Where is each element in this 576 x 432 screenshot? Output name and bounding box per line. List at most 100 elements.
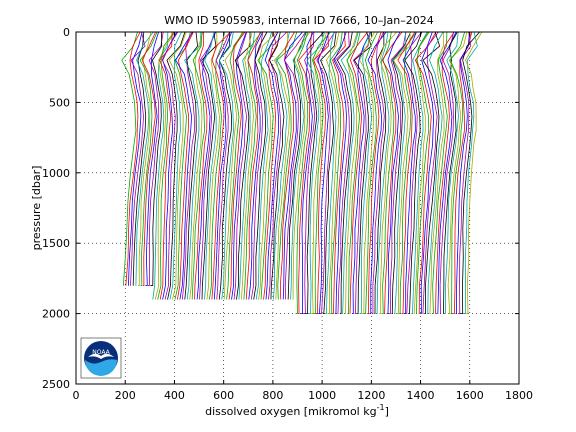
oxygen-profile-line <box>121 31 138 286</box>
x-tick-label: 1200 <box>357 389 385 402</box>
oxygen-profile-line <box>135 31 154 286</box>
x-axis-label-prefix: dissolved oxygen [mikromol kg <box>205 405 376 418</box>
oxygen-profile-line <box>449 31 466 314</box>
oxygen-profile-line <box>208 31 225 300</box>
oxygen-profile-line <box>332 31 346 314</box>
oxygen-profile-line <box>234 31 251 300</box>
oxygen-profile-line <box>276 31 298 300</box>
oxygen-profile-line <box>263 31 277 300</box>
x-tick-label: 600 <box>213 389 234 402</box>
oxygen-profile-line <box>305 31 325 314</box>
oxygen-profile-line <box>218 31 234 300</box>
y-tick-label: 500 <box>49 96 70 109</box>
x-axis-label: dissolved oxygen [mikromol kg-1] <box>205 403 389 418</box>
oxygen-profile-line <box>445 31 459 314</box>
oxygen-profile-line <box>189 31 204 300</box>
oxygen-profile-line <box>177 31 194 300</box>
chart-title: WMO ID 5905983, internal ID 7666, 10–Jan… <box>164 14 434 27</box>
oxygen-profile-line <box>125 31 141 286</box>
oxygen-profile-line <box>359 31 375 314</box>
oxygen-profile-line <box>376 31 390 314</box>
oxygen-profile-line <box>333 31 347 314</box>
oxygen-profile-line <box>413 31 430 314</box>
oxygen-profile-line <box>320 31 337 314</box>
oxygen-profile-line <box>340 31 359 314</box>
x-tick-label: 1800 <box>505 389 533 402</box>
oxygen-profile-line <box>306 31 325 314</box>
oxygen-profile-line <box>255 31 273 300</box>
oxygen-profile-line <box>325 31 337 314</box>
oxygen-profile-line <box>257 31 279 300</box>
oxygen-profile-line <box>196 31 217 300</box>
oxygen-profile-line <box>367 31 387 314</box>
y-tick-label: 1000 <box>42 167 70 180</box>
x-tick-label: 1400 <box>407 389 435 402</box>
oxygen-profile-line <box>154 31 176 300</box>
profiles <box>121 31 483 314</box>
oxygen-profile-line <box>169 31 182 300</box>
oxygen-profile-line <box>460 31 480 314</box>
x-tick-label: 1000 <box>308 389 336 402</box>
x-axis-label-suffix: ] <box>385 405 389 418</box>
oxygen-profile-line <box>432 31 448 314</box>
oxygen-profile-line <box>130 31 146 286</box>
oxygen-profile-line <box>194 31 208 300</box>
oxygen-profile-line <box>402 31 417 314</box>
oxygen-profile-line <box>414 31 437 314</box>
x-axis-label-superscript: -1 <box>377 403 385 412</box>
oxygen-profile-line <box>159 31 173 300</box>
oxygen-profile-line <box>398 31 417 314</box>
oxygen-profile-line <box>295 31 309 314</box>
oxygen-profile-line <box>420 31 435 314</box>
oxygen-profile-line <box>334 31 350 314</box>
oxygen-profile-line <box>141 31 156 286</box>
oxygen-profile-line <box>447 31 468 314</box>
oxygen-profile-line <box>233 31 248 300</box>
x-tick-label: 200 <box>115 389 136 402</box>
oxygen-profile-line <box>245 31 261 300</box>
oxygen-profile-line <box>435 31 455 314</box>
oxygen-profile-line <box>381 31 403 314</box>
oxygen-profile-line <box>437 31 457 314</box>
oxygen-profile-line <box>386 31 401 314</box>
oxygen-profile-line <box>313 31 329 314</box>
oxygen-profile-line <box>429 31 445 314</box>
logo-text: NOAA <box>92 349 110 356</box>
oxygen-profile-line <box>206 31 220 300</box>
oxygen-profile-line <box>389 31 407 314</box>
oxygen-profile-line <box>282 31 303 300</box>
oxygen-profile-line <box>406 31 422 314</box>
oxygen-profile-line <box>201 31 217 300</box>
y-axis-label: pressure [dbar] <box>30 166 43 251</box>
oxygen-profile-line <box>453 31 473 314</box>
oxygen-profile-line <box>397 31 416 314</box>
oxygen-profile-line <box>455 31 470 314</box>
oxygen-profile-line <box>168 31 187 300</box>
oxygen-profile-line <box>329 31 343 314</box>
oxygen-profile-line <box>250 31 264 300</box>
x-tick-label: 400 <box>164 389 185 402</box>
oxygen-profile-line <box>427 31 444 314</box>
oxygen-profile-line <box>174 31 191 300</box>
oxygen-profile-line <box>317 31 330 314</box>
oxygen-profile-line <box>292 31 311 300</box>
oxygen-profile-line <box>264 31 280 300</box>
oxygen-profile-line <box>218 31 232 300</box>
oxygen-profile-line <box>422 31 441 314</box>
y-tick-label: 0 <box>63 26 70 39</box>
plot-area: 0 200 400 600 800 1000 1200 1400 1600 1800 0 500 10… <box>42 26 533 402</box>
oxygen-profile-line <box>139 31 158 286</box>
oxygen-profile-line <box>138 31 152 286</box>
oxygen-profile-line <box>166 31 186 300</box>
oxygen-profile-line <box>346 31 361 314</box>
oxygen-profile-line <box>302 31 316 314</box>
oxygen-profile-line <box>204 31 217 300</box>
x-tick-label: 0 <box>73 389 80 402</box>
oxygen-profile-line <box>352 31 371 314</box>
oxygen-profile-line <box>411 31 428 314</box>
oxygen-profile-line <box>344 31 358 314</box>
oxygen-profile-line <box>439 31 454 314</box>
x-tick-label: 1600 <box>456 389 484 402</box>
oxygen-profile-line <box>161 31 179 300</box>
